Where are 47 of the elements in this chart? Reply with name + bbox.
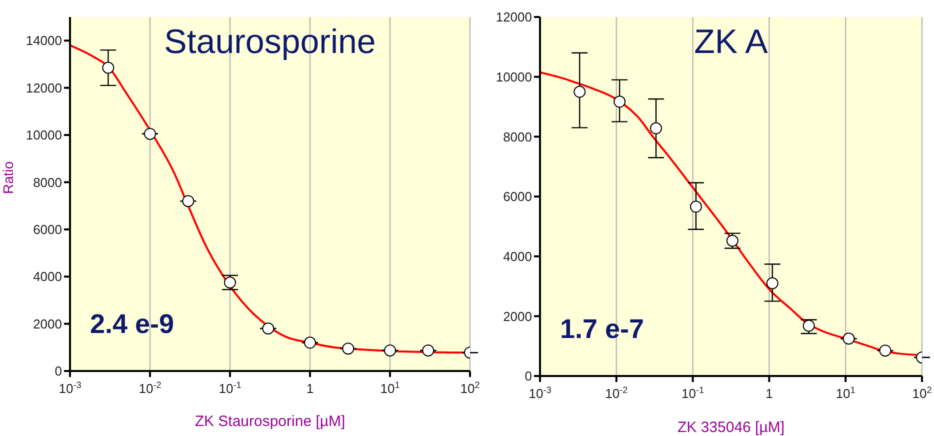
y-axis-title: Ratio [0,161,16,194]
y-tick-label: 8000 [33,174,62,190]
y-tick-label: 14000 [26,33,62,48]
y-tick-label: 4000 [33,269,62,284]
x-tick-label: 10$^{1}$ [380,380,400,396]
y-tick-label: 6000 [33,222,62,238]
point [102,62,114,74]
chart-title: ZK A [693,23,769,61]
x-tick-label: 10$^{-2}$ [138,380,162,396]
x-tick-label: 1 [306,381,314,396]
x-tick-label: 10$^{-3}$ [58,380,82,396]
point [422,344,434,356]
y-tick-label: 10000 [496,69,532,84]
point [574,86,586,98]
x-tick-label: 1 [766,386,773,401]
point [262,322,274,335]
chart-title: Staurosporine [163,23,377,61]
x-tick-label: 10$^{2}$ [912,385,932,401]
y-tick-label: 2000 [503,308,532,324]
annotation: 1.7 e-7 [560,314,644,344]
x-axis-title: ZK Staurosporine [µM] [194,413,346,430]
y-tick-label: 6000 [503,189,532,204]
point [650,122,662,134]
y-tick-label: 0 [524,368,532,384]
point [614,96,626,108]
y-tick-label: 0 [54,364,62,379]
point [726,234,738,247]
y-tick-label: 12000 [26,80,62,96]
x-tick-label: 10$^{-3}$ [528,385,552,401]
y-tick-label: 12000 [496,10,532,25]
point [842,332,855,345]
x-tick-label: 10$^{2}$ [460,380,480,396]
point [766,277,778,290]
y-tick-label: 4000 [503,248,532,264]
y-tick-label: 2000 [33,316,62,332]
x-axis-title: ZK 335046 [µM] [677,419,785,436]
point [342,342,354,355]
point [690,200,702,213]
x-tick-label: 10$^{1}$ [836,385,856,401]
x-tick-label: 10$^{-1}$ [218,380,242,396]
point [879,344,892,357]
point [182,195,194,208]
y-tick-label: 8000 [503,129,532,144]
x-tick-label: 10$^{-1}$ [682,385,704,401]
x-tick-label: 10$^{-2}$ [605,385,628,401]
annotation: 2.4 e-9 [90,309,174,339]
y-tick-label: 10000 [26,128,62,143]
